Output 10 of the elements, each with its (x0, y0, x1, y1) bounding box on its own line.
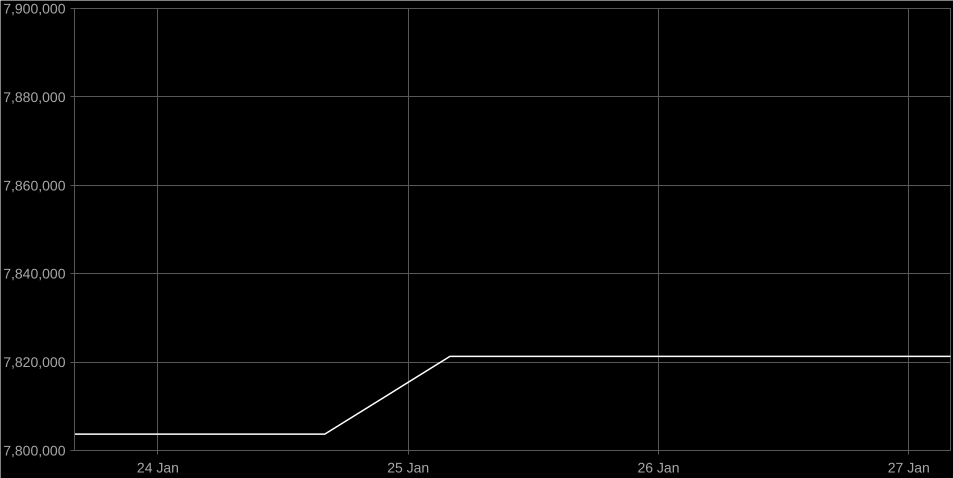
x-tick-label: 27 Jan (888, 460, 930, 476)
y-tick-label: 7,840,000 (3, 266, 66, 282)
y-tick-label: 7,900,000 (3, 0, 66, 16)
x-tick-label: 25 Jan (387, 460, 430, 476)
y-tick-label: 7,800,000 (3, 442, 66, 458)
x-tick-label: 26 Jan (637, 460, 680, 476)
x-tick-label: 24 Jan (136, 460, 179, 476)
y-tick-label: 7,860,000 (3, 177, 66, 194)
y-tick-label: 7,880,000 (3, 88, 66, 105)
y-tick-label: 7,820,000 (3, 354, 66, 370)
